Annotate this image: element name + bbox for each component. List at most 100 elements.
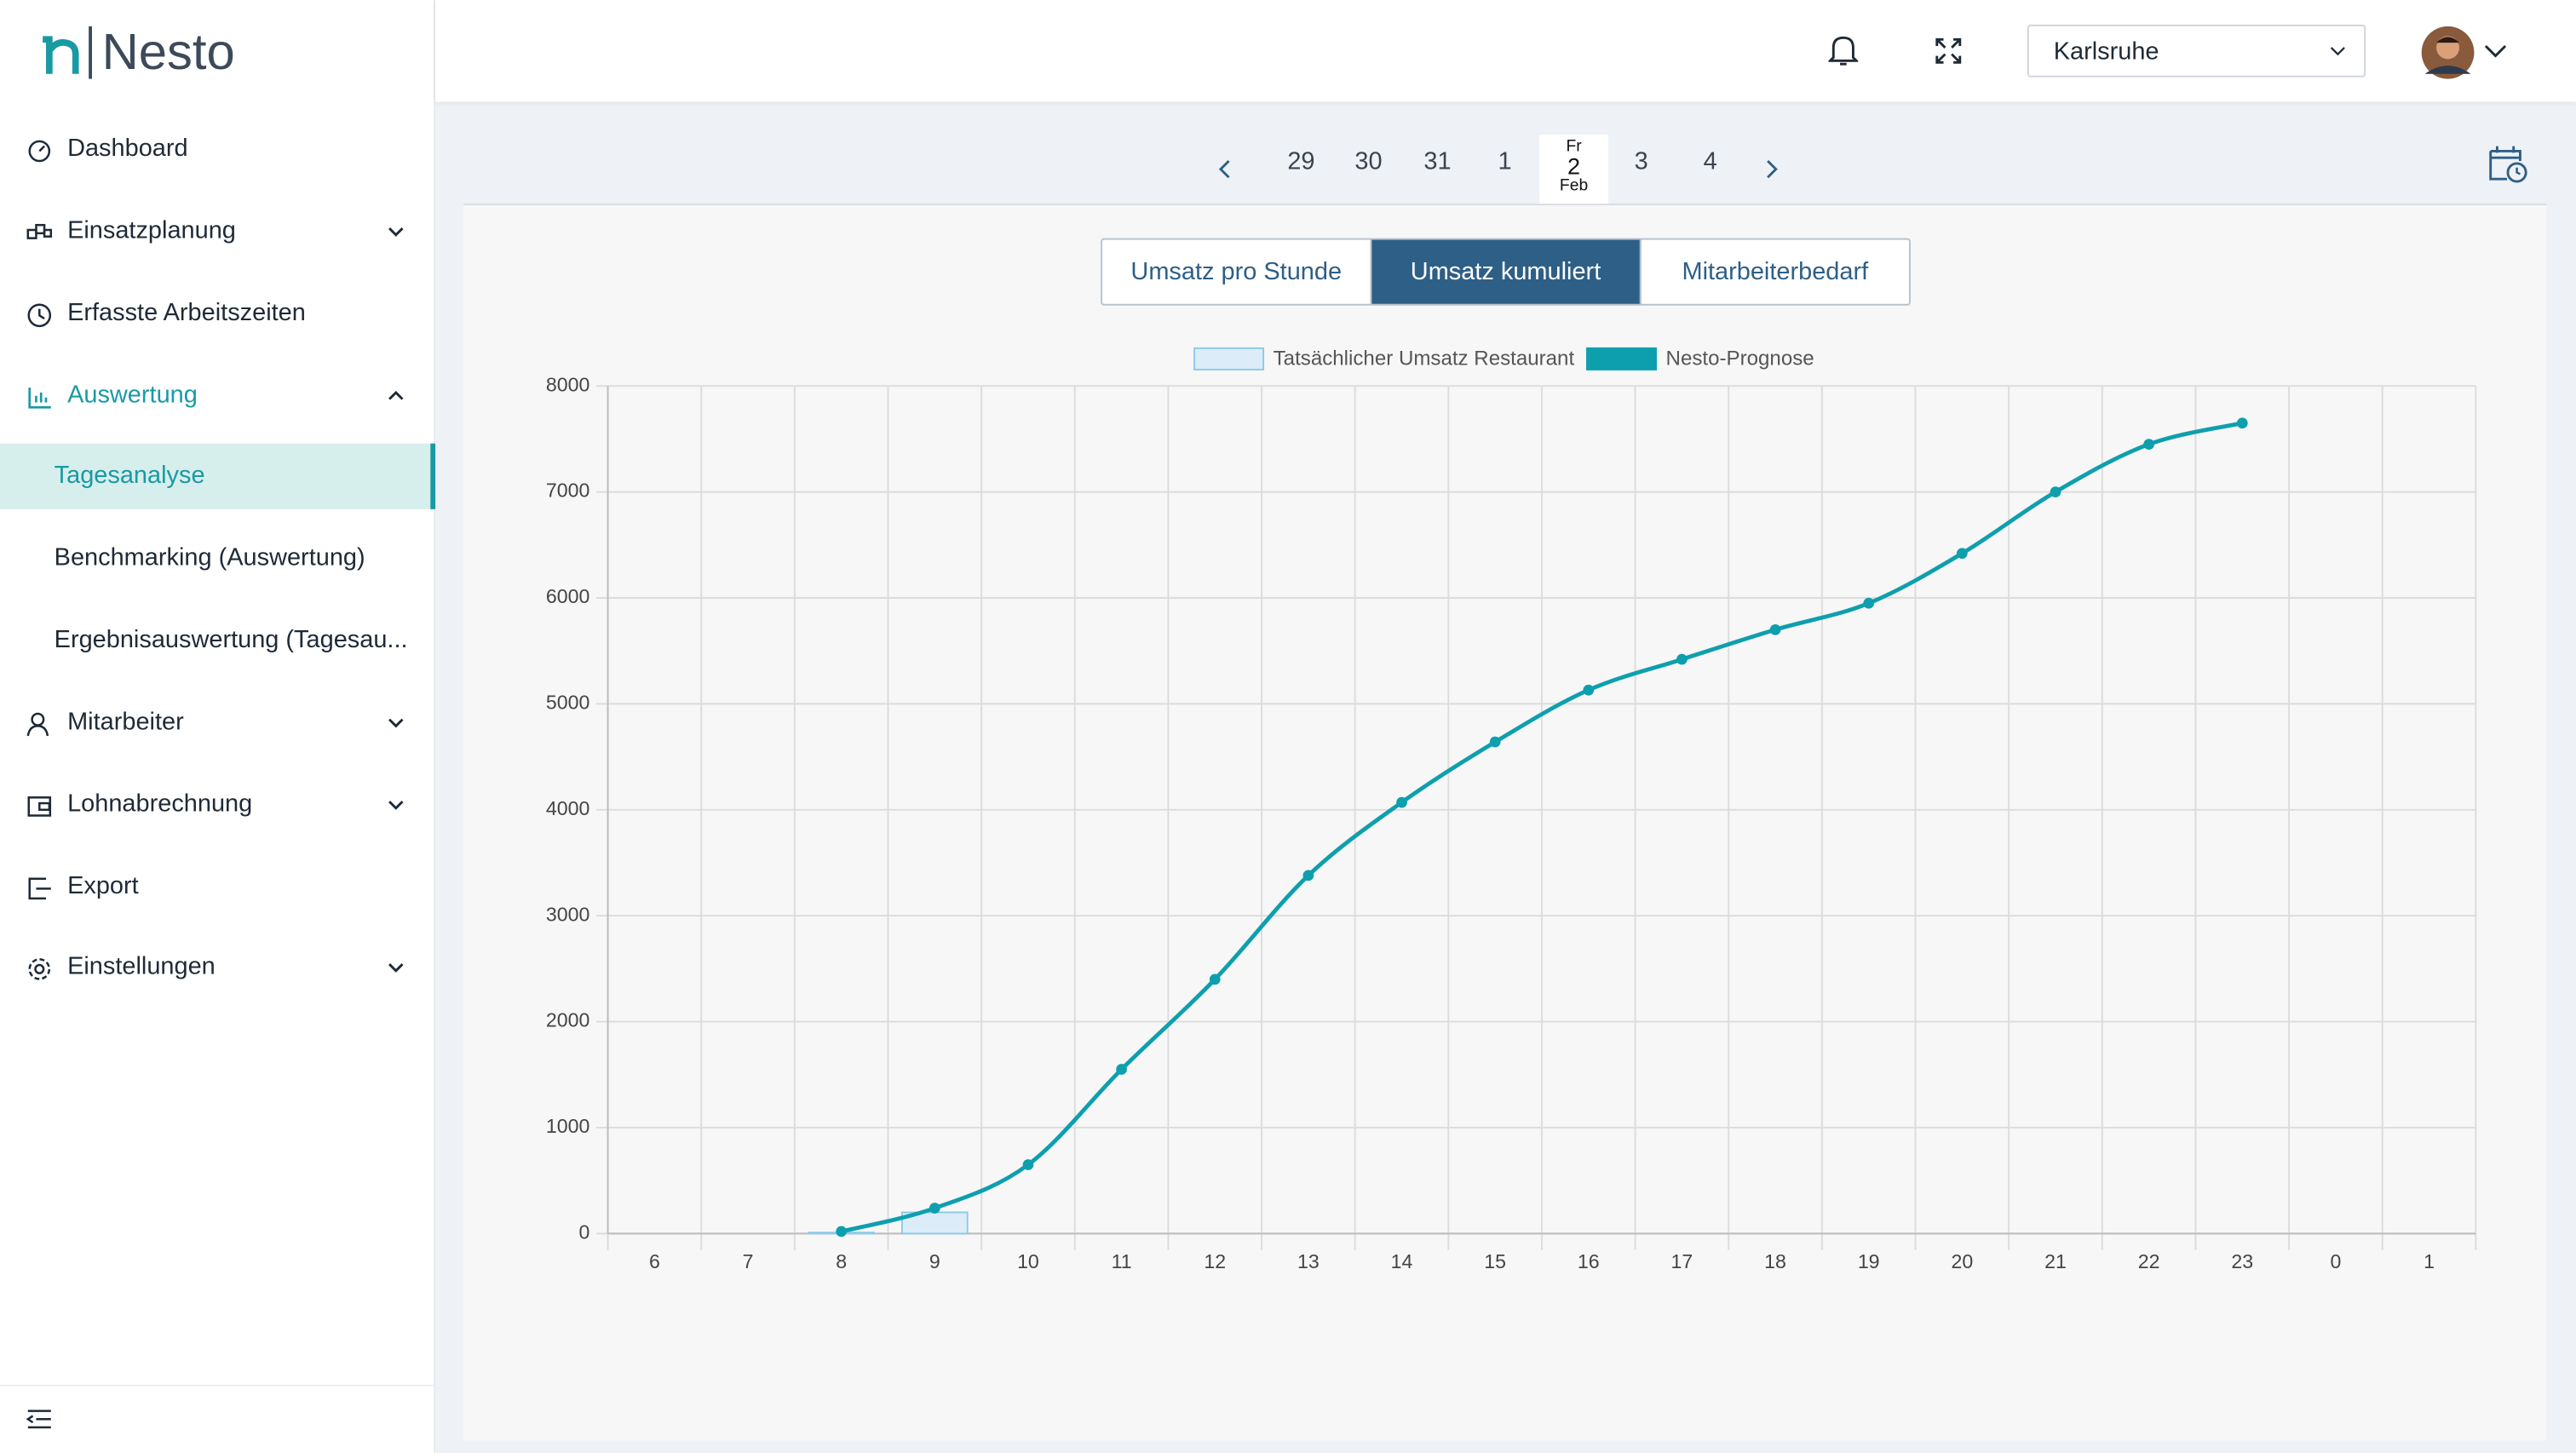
chart: 0100020003000400050006000700080006789101… — [463, 205, 2546, 1440]
nav-label: Mitarbeiter — [67, 690, 184, 755]
date-next[interactable] — [1762, 159, 1779, 179]
point — [1023, 1159, 1034, 1170]
selected-date[interactable]: Fr 2 Feb — [1539, 135, 1608, 204]
legend-label: Nesto-Prognose — [1666, 347, 1814, 370]
point — [836, 1226, 847, 1238]
nav-item[interactable]: Export — [0, 854, 435, 920]
point — [929, 1203, 940, 1214]
nav-item[interactable]: Dashboard — [0, 117, 435, 182]
user-menu[interactable] — [2418, 25, 2517, 83]
y-tick-label: 1000 — [546, 1115, 589, 1137]
nav-item[interactable]: Einstellungen — [0, 934, 435, 1000]
collapse-button[interactable] — [26, 1406, 53, 1433]
nav-label: Export — [67, 854, 139, 920]
x-tick-label: 16 — [1578, 1250, 1600, 1272]
date[interactable]: 4 — [1681, 148, 1739, 176]
nav-item[interactable]: Ergebnisauswertung (Tagesau... — [0, 608, 435, 674]
logo-text: Nesto — [102, 23, 235, 82]
nav-label: Einsatzplanung — [67, 198, 236, 264]
point — [2237, 417, 2248, 428]
x-tick-label: 14 — [1391, 1250, 1413, 1272]
y-tick-label: 5000 — [546, 692, 589, 714]
date[interactable]: 31 — [1408, 148, 1467, 176]
nav-label: Benchmarking (Auswertung) — [55, 525, 365, 591]
date-prev[interactable] — [1217, 159, 1233, 179]
y-tick-label: 4000 — [546, 797, 589, 819]
point — [1303, 870, 1314, 882]
nav-item[interactable]: Tagesanalyse — [0, 444, 435, 509]
x-tick-label: 7 — [743, 1250, 754, 1272]
x-tick-label: 8 — [836, 1250, 847, 1272]
x-tick-label: 19 — [1858, 1250, 1880, 1272]
sidebar: Nesto Dashboard Einsatzplanung Erfasste … — [0, 0, 435, 1453]
x-tick-label: 21 — [2044, 1250, 2067, 1272]
y-tick-label: 8000 — [546, 373, 589, 395]
logo-divider — [89, 26, 92, 79]
location-select[interactable]: Karlsruhe — [2027, 25, 2366, 78]
tab[interactable]: Mitarbeiterbedarf — [1642, 240, 1909, 304]
x-tick-label: 1 — [2424, 1250, 2435, 1272]
x-tick-label: 22 — [2138, 1250, 2160, 1272]
x-tick-label: 18 — [1764, 1250, 1786, 1272]
notification-button[interactable] — [1828, 34, 1858, 67]
x-tick-label: 11 — [1112, 1250, 1132, 1272]
y-tick-label: 0 — [578, 1220, 589, 1243]
divider — [0, 1385, 434, 1387]
x-tick-label: 10 — [1017, 1250, 1039, 1272]
date[interactable]: 1 — [1475, 148, 1534, 176]
calendar-button[interactable] — [2487, 143, 2530, 186]
point — [1770, 624, 1781, 635]
nav-item[interactable]: Erfasste Arbeitszeiten — [0, 281, 435, 347]
nav-item[interactable]: Mitarbeiter — [0, 690, 435, 755]
date[interactable]: 3 — [1612, 148, 1670, 176]
x-tick-label: 9 — [929, 1250, 940, 1272]
x-tick-label: 0 — [2330, 1250, 2341, 1272]
month: Feb — [1539, 177, 1608, 195]
tab-active[interactable]: Umsatz kumuliert — [1371, 240, 1641, 304]
tab[interactable]: Umsatz pro Stunde — [1102, 240, 1371, 304]
x-tick-label: 15 — [1484, 1250, 1506, 1272]
nav-label: Lohnabrechnung — [67, 772, 252, 837]
x-tick-label: 20 — [1951, 1250, 1973, 1272]
point — [2143, 439, 2154, 450]
chart-panel: 0100020003000400050006000700080006789101… — [463, 204, 2546, 1440]
legend-label: Tatsächlicher Umsatz Restaurant — [1274, 347, 1575, 370]
legend-swatch — [1587, 348, 1656, 370]
nav-label: Ergebnisauswertung (Tagesau... — [55, 608, 408, 674]
point — [1490, 737, 1501, 748]
point — [1863, 598, 1874, 609]
y-tick-label: 3000 — [546, 903, 589, 925]
point — [2050, 486, 2061, 497]
x-tick-label: 13 — [1297, 1250, 1320, 1272]
point — [1957, 548, 1968, 559]
y-tick-label: 7000 — [546, 480, 589, 502]
header: Karlsruhe — [435, 0, 2576, 102]
legend-swatch — [1194, 348, 1263, 370]
nav-label: Auswertung — [67, 363, 198, 428]
point — [1116, 1064, 1127, 1075]
day: 2 — [1539, 156, 1608, 177]
date[interactable]: 29 — [1272, 148, 1331, 176]
nav-label: Dashboard — [67, 117, 188, 182]
x-tick-label: 12 — [1204, 1250, 1226, 1272]
nav-item[interactable]: Lohnabrechnung — [0, 772, 435, 837]
x-tick-label: 17 — [1671, 1250, 1693, 1272]
y-tick-label: 2000 — [546, 1009, 589, 1031]
x-tick-label: 23 — [2231, 1250, 2253, 1272]
y-tick-label: 6000 — [546, 585, 589, 607]
nav-item[interactable]: Benchmarking (Auswertung) — [0, 525, 435, 591]
nav-label: Erfasste Arbeitszeiten — [67, 281, 306, 347]
point — [1396, 797, 1407, 808]
fullscreen-button[interactable] — [1935, 37, 1962, 64]
point — [1583, 685, 1594, 696]
point — [1210, 973, 1221, 985]
nav-label: Einstellungen — [67, 934, 216, 1000]
nav-item[interactable]: Einsatzplanung — [0, 198, 435, 264]
date[interactable]: 30 — [1339, 148, 1398, 176]
x-tick-label: 6 — [649, 1250, 660, 1272]
logo-icon — [36, 30, 85, 79]
nav-item[interactable]: Auswertung — [0, 363, 435, 428]
point — [1676, 654, 1688, 665]
